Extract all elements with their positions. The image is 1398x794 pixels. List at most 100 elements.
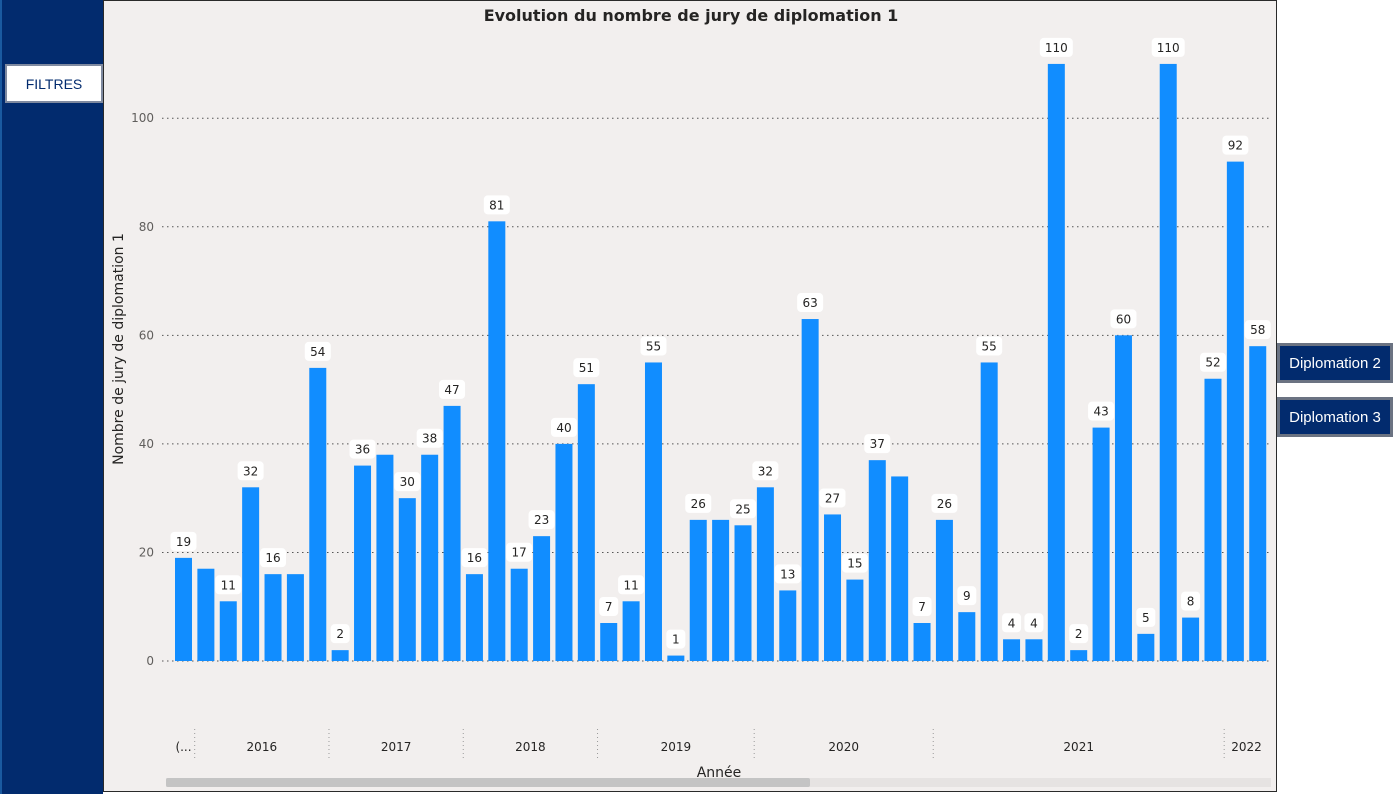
bar[interactable] — [756, 487, 774, 661]
bar[interactable] — [242, 487, 260, 661]
horizontal-scrollbar[interactable] — [166, 778, 1271, 787]
data-label-bg — [618, 575, 645, 595]
bar[interactable] — [555, 443, 573, 661]
bar[interactable] — [488, 221, 506, 661]
data-label-bg — [1244, 320, 1271, 340]
y-axis-title: Nombre de jury de diplomation 1 — [111, 233, 127, 465]
bar[interactable] — [398, 498, 416, 661]
bar[interactable] — [958, 612, 976, 661]
chart-panel: Evolution du nombre de jury de diplomati… — [103, 0, 1277, 792]
data-label-bg — [1181, 591, 1201, 611]
bar[interactable] — [1003, 639, 1021, 661]
bar[interactable] — [824, 514, 842, 661]
data-label: 11 — [623, 578, 638, 592]
data-label: 11 — [221, 578, 236, 592]
data-label-bg — [912, 597, 932, 617]
bar[interactable] — [734, 525, 752, 661]
bar[interactable] — [1137, 633, 1155, 661]
bar[interactable] — [712, 519, 730, 661]
data-label-bg — [1024, 613, 1044, 633]
bar-chart: Evolution du nombre de jury de diplomati… — [111, 6, 1272, 781]
bar[interactable] — [1249, 346, 1267, 661]
bar[interactable] — [1114, 335, 1132, 661]
data-label-bg — [215, 575, 242, 595]
data-label-bg — [416, 428, 443, 448]
x-year-label: 2019 — [661, 740, 692, 754]
sidebar: FILTRES — [0, 0, 103, 794]
data-label-bg — [976, 336, 1003, 356]
bar[interactable] — [354, 465, 372, 661]
bar[interactable] — [846, 579, 864, 661]
bar[interactable] — [1070, 650, 1088, 661]
diplomation-3-button[interactable]: Diplomation 3 — [1277, 397, 1393, 437]
data-label-bg — [260, 548, 287, 568]
data-label: 110 — [1045, 41, 1068, 55]
bar[interactable] — [577, 384, 595, 661]
bar[interactable] — [600, 623, 618, 661]
data-label: 13 — [780, 567, 795, 581]
bar[interactable] — [913, 623, 931, 661]
data-label: 63 — [802, 296, 817, 310]
bar[interactable] — [980, 362, 998, 661]
data-label-bg — [1039, 37, 1073, 57]
data-label-bg — [666, 629, 686, 649]
data-label-bg — [349, 439, 376, 459]
data-label-bg — [957, 586, 977, 606]
data-label: 16 — [265, 551, 280, 565]
bar[interactable] — [935, 519, 953, 661]
data-label: 16 — [467, 551, 482, 565]
bar[interactable] — [421, 454, 439, 661]
data-label-bg — [685, 493, 712, 513]
bar[interactable] — [309, 367, 327, 661]
bar[interactable] — [376, 454, 394, 661]
data-label: 9 — [963, 589, 971, 603]
bar[interactable] — [175, 557, 192, 661]
data-label-bg — [931, 493, 958, 513]
bar[interactable] — [286, 574, 304, 661]
data-label-bg — [483, 195, 510, 215]
data-label: 4 — [1008, 616, 1016, 630]
bar[interactable] — [264, 574, 282, 661]
x-year-label: 2016 — [247, 740, 278, 754]
diplomation-2-button[interactable]: Diplomation 2 — [1277, 343, 1393, 383]
scrollbar-thumb[interactable] — [166, 778, 810, 787]
bar[interactable] — [533, 536, 551, 661]
data-label-bg — [640, 336, 667, 356]
bar[interactable] — [1226, 161, 1244, 661]
data-label: 25 — [735, 502, 750, 516]
bar[interactable] — [868, 460, 886, 661]
bar[interactable] — [443, 405, 461, 661]
filters-button[interactable]: FILTRES — [5, 64, 103, 103]
bar[interactable] — [644, 362, 662, 661]
bar[interactable] — [510, 568, 528, 661]
data-label-bg — [1088, 401, 1115, 421]
data-label: 55 — [982, 339, 997, 353]
data-label-bg — [461, 548, 488, 568]
bar[interactable] — [667, 655, 685, 661]
bar[interactable] — [1159, 63, 1177, 662]
data-label: 26 — [691, 497, 706, 511]
data-label: 55 — [646, 339, 661, 353]
bar[interactable] — [219, 601, 237, 661]
data-label: 4 — [1030, 616, 1038, 630]
bar[interactable] — [1092, 427, 1110, 661]
data-label-bg — [819, 488, 846, 508]
bar[interactable] — [801, 319, 819, 661]
bar[interactable] — [465, 574, 483, 661]
data-label: 30 — [400, 475, 415, 489]
bar[interactable] — [1182, 617, 1200, 661]
bar[interactable] — [1204, 378, 1222, 661]
data-label-bg — [774, 564, 801, 584]
bar[interactable] — [1047, 63, 1065, 662]
data-label: 1 — [672, 633, 680, 647]
bar[interactable] — [779, 590, 797, 661]
bar[interactable] — [1025, 639, 1043, 661]
bar[interactable] — [331, 650, 349, 661]
y-tick-label: 0 — [146, 654, 154, 668]
bar[interactable] — [197, 568, 215, 661]
bar[interactable] — [622, 601, 640, 661]
data-label: 47 — [444, 383, 459, 397]
bar[interactable] — [689, 519, 707, 661]
data-label: 81 — [489, 198, 504, 212]
bar[interactable] — [891, 476, 909, 661]
